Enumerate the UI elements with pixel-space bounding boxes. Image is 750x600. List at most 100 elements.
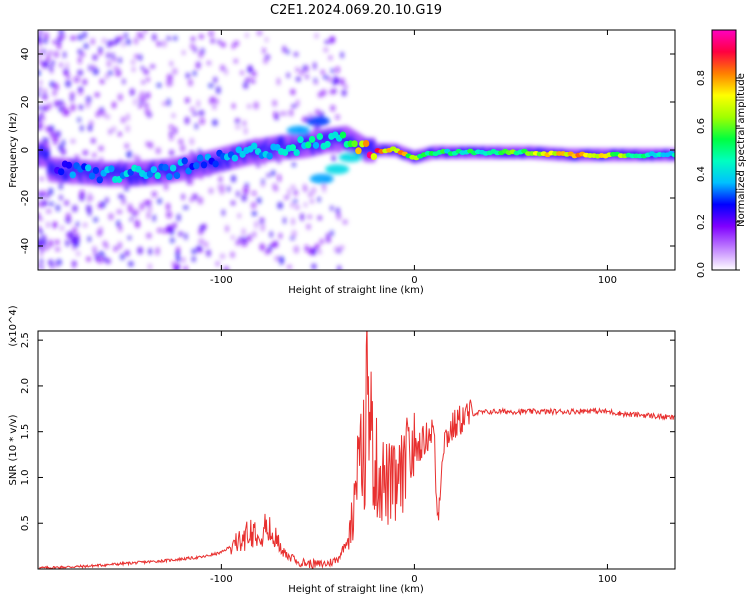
- spectrogram-noise-blob: [231, 103, 236, 109]
- spectrogram-noise-blob: [123, 32, 128, 39]
- spectrogram-noise-blob: [218, 175, 223, 183]
- snr-y-multiplier: (x10^4): [8, 305, 19, 346]
- spectrogram-noise-blob: [224, 68, 228, 76]
- spectrogram-noise-blob: [97, 202, 103, 209]
- spectrogram-noise-blob: [241, 194, 247, 202]
- spectrogram-core-blob: [84, 164, 92, 172]
- spectrogram-noise-blob: [127, 235, 132, 240]
- spectrogram-branch-blob: [325, 164, 350, 175]
- spectrogram-noise-blob: [175, 266, 180, 270]
- colorbar-tick-label: 0.6: [696, 118, 707, 134]
- spectrogram-noise-blob: [51, 221, 58, 229]
- spectrogram-noise-blob: [213, 76, 218, 83]
- spectrogram-noise-blob: [38, 121, 44, 130]
- spectrogram-noise-blob: [88, 64, 92, 72]
- spectrogram-noise-blob: [38, 237, 41, 245]
- spectrogram-core-blob: [69, 171, 76, 179]
- spectrogram-noise-blob: [278, 232, 283, 239]
- spectrogram-noise-blob: [244, 32, 249, 38]
- spectrogram-noise-blob: [208, 83, 214, 88]
- spectrogram-noise-blob: [58, 182, 63, 190]
- spectrogram-noise-blob: [198, 238, 205, 245]
- spectrogram-noise-blob: [49, 129, 55, 138]
- spectrogram-core-blob: [146, 170, 154, 178]
- spectrogram-noise-blob: [168, 81, 173, 86]
- spectrogram-noise-blob: [189, 43, 195, 50]
- spectrogram-core-blob: [671, 152, 675, 158]
- spectrogram-core-blob: [250, 142, 258, 150]
- snr-y-axis-label: SNR (10 * v/v): [8, 414, 19, 485]
- spectrogram-noise-blob: [311, 263, 317, 270]
- snr-x-ticks: -100 0 100: [210, 331, 617, 585]
- colorbar-tick-label: 0.0: [696, 262, 707, 278]
- spectrogram-noise-blob: [38, 216, 44, 222]
- spectrogram-noise-blob: [287, 188, 291, 197]
- spectrogram-noise-blob: [156, 228, 163, 233]
- colorbar-tick-label: 0.2: [696, 214, 707, 230]
- spectrogram-noise-blob: [301, 118, 307, 123]
- spectrogram-noise-blob: [48, 187, 54, 196]
- spectrogram-noise-blob: [289, 108, 294, 117]
- spectrogram-core-blob: [289, 144, 296, 152]
- spectrogram-noise-blob: [113, 245, 118, 252]
- spectrogram-noise-blob: [62, 51, 67, 59]
- spectrogram-heat-layer: [38, 30, 675, 270]
- x-tick-label: -100: [210, 275, 233, 286]
- spectrogram-noise-blob: [142, 30, 148, 35]
- spectrogram-noise-blob: [64, 200, 70, 206]
- spectrogram-noise-blob: [48, 65, 54, 72]
- spectrogram-noise-blob: [106, 51, 110, 60]
- spectrogram-noise-blob: [130, 59, 136, 65]
- spectrogram-noise-blob: [290, 184, 296, 191]
- spectrogram-noise-blob: [148, 247, 153, 256]
- spectrogram-noise-blob: [231, 43, 235, 50]
- spectrogram-noise-blob: [69, 231, 74, 239]
- spectrogram-noise-blob: [303, 202, 308, 208]
- spectrogram-noise-blob: [62, 110, 69, 116]
- spectrogram-noise-blob: [338, 245, 345, 250]
- spectrogram-noise-blob: [39, 264, 44, 270]
- spectrogram-core-blob: [193, 162, 200, 170]
- spectrogram-core-blob: [185, 167, 192, 175]
- spectrogram-noise-blob: [314, 109, 321, 116]
- spectrogram-noise-blob: [133, 98, 137, 106]
- spectrogram-noise-blob: [108, 70, 113, 76]
- spectrogram-noise-blob: [111, 52, 115, 60]
- spectrogram-noise-blob: [77, 34, 83, 41]
- spectrogram-noise-blob: [181, 193, 185, 201]
- spectrogram-noise-blob: [88, 124, 93, 132]
- spectrogram-noise-blob: [48, 201, 54, 206]
- spectrogram-noise-blob: [304, 244, 309, 253]
- spectrogram-noise-blob: [58, 30, 64, 36]
- spectrogram-noise-blob: [259, 243, 265, 251]
- spectrogram-noise-blob: [56, 43, 62, 50]
- spectrogram-noise-blob: [145, 141, 150, 147]
- spectrogram-noise-blob: [245, 77, 252, 82]
- spectrogram-noise-blob: [129, 217, 133, 222]
- spectrogram-core-blob: [297, 136, 304, 144]
- spectrogram-noise-blob: [269, 231, 274, 238]
- spectrogram-noise-blob: [143, 68, 149, 75]
- spectrogram-noise-blob: [317, 249, 322, 255]
- spectrogram-core-blob: [88, 172, 96, 180]
- spectrogram-noise-blob: [52, 90, 57, 96]
- spectrogram-noise-blob: [201, 223, 207, 230]
- spectrogram-noise-blob: [157, 198, 162, 204]
- spectrogram-noise-blob: [197, 196, 204, 205]
- spectrogram-noise-blob: [141, 80, 146, 85]
- spectrogram-x-axis-label: Height of straight line (km): [288, 285, 424, 296]
- spectrogram-noise-blob: [286, 264, 292, 270]
- spectrogram-noise-blob: [108, 213, 114, 221]
- spectrogram-noise-blob: [65, 79, 72, 88]
- spectrogram-noise-blob: [55, 239, 60, 245]
- spectrogram-noise-blob: [195, 62, 200, 69]
- spectrogram-noise-blob: [38, 69, 41, 77]
- spectrogram-noise-blob: [105, 258, 112, 264]
- spectrogram-noise-blob: [335, 207, 340, 215]
- spectrogram-noise-blob: [150, 64, 156, 69]
- spectrogram-noise-blob: [42, 92, 48, 101]
- spectrogram-noise-blob: [38, 228, 43, 234]
- spectrogram-noise-blob: [178, 138, 184, 145]
- spectrogram-noise-blob: [148, 141, 154, 149]
- spectrogram-core-blob: [154, 172, 161, 180]
